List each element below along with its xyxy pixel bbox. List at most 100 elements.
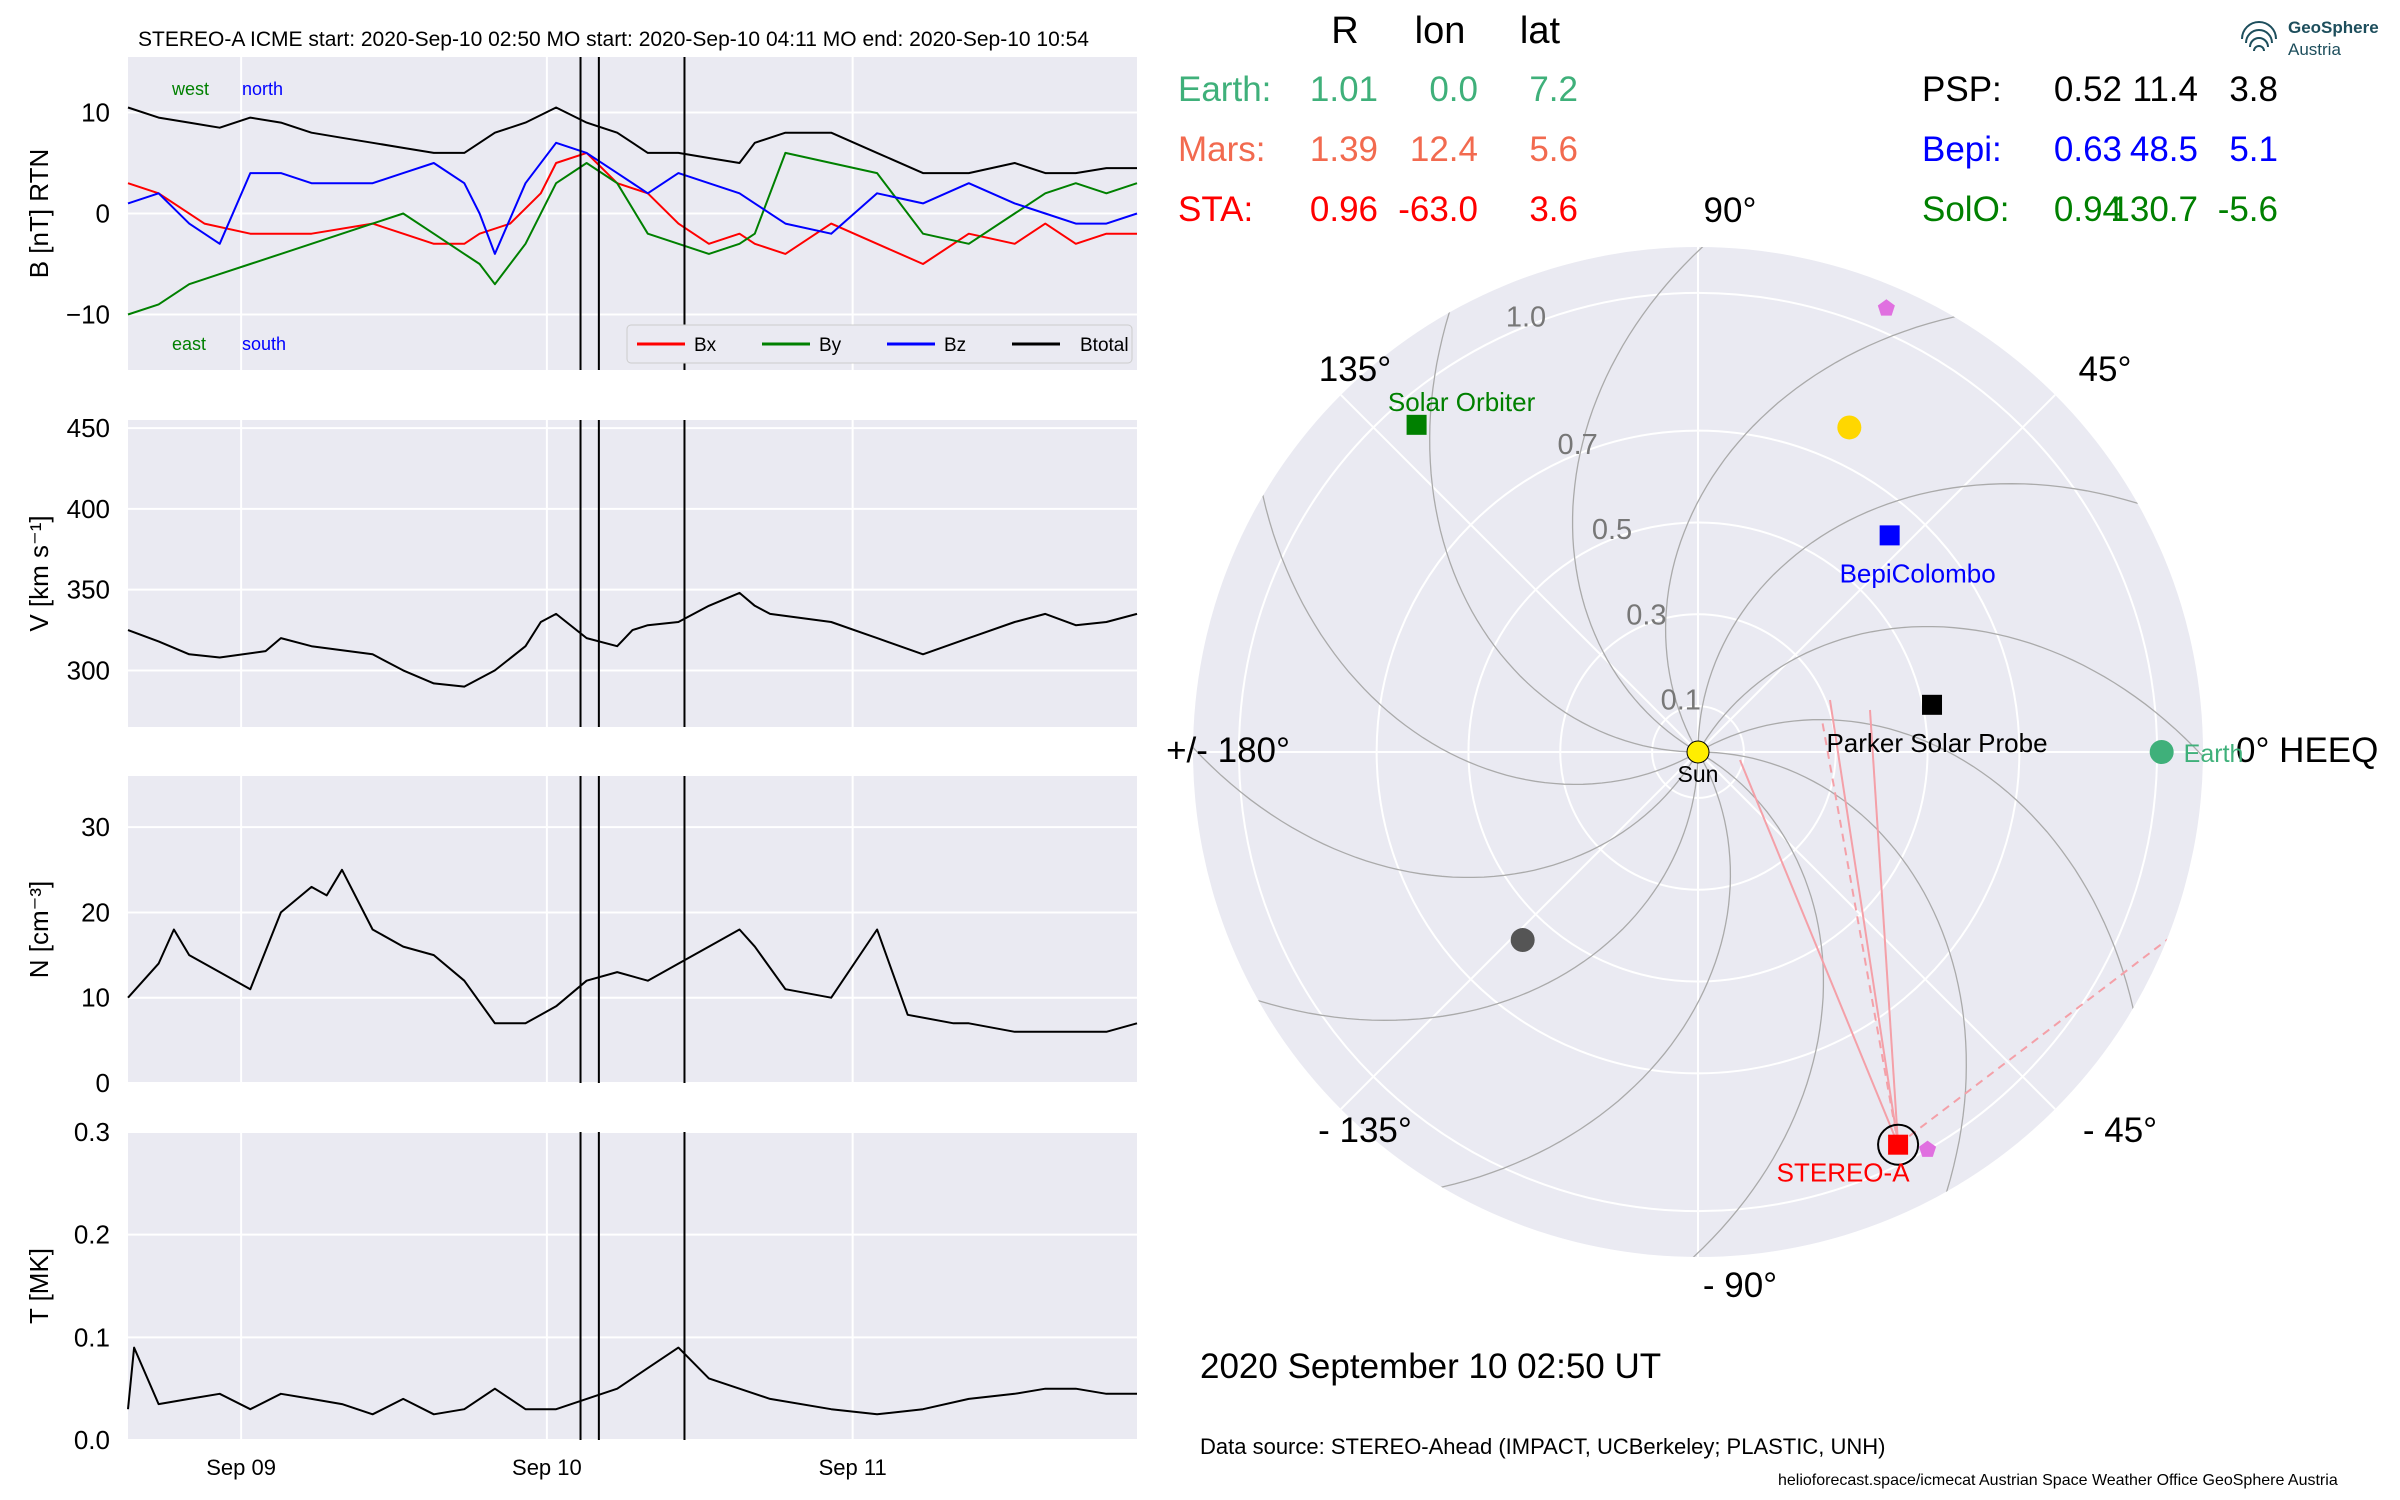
legend-entry: Btotal (1080, 335, 1129, 356)
parker-spiral-line (1193, 761, 1699, 1021)
legend-entry: Bx (694, 335, 717, 356)
angle-label: 135° (1319, 350, 1391, 389)
unlabeled-marker (1510, 928, 1535, 953)
panel-4: 0.0 0.1 0.2 0.3 T [MK] (24, 1117, 1137, 1455)
table-value-lon: 11.4 (2132, 70, 2198, 109)
parker-spirals (1193, 247, 2203, 1257)
y-tick-label: 0.2 (74, 1220, 110, 1250)
stereo-a-fov-line (1897, 929, 2181, 1146)
table-value-lat: 3.8 (2229, 70, 2278, 109)
sun-marker (1686, 740, 1710, 764)
y-tick-label: 30 (81, 812, 110, 842)
panel-background (128, 420, 1137, 727)
series-line (127, 591, 1138, 688)
radial-label: 0.1 (1661, 684, 1701, 716)
angular-grid-line (1340, 394, 1699, 753)
stereo-a-label: STEREO-A (1777, 1158, 1911, 1188)
y-tick-label: 0.1 (74, 1322, 110, 1352)
bepicolombo-marker (1879, 525, 1900, 546)
pentagon-marker (1919, 1140, 1937, 1157)
panel-background (128, 1132, 1137, 1440)
parker-spiral-line (1702, 625, 2203, 1081)
y-tick-label: 0 (96, 199, 110, 229)
logo-line1: GeoSphere (2288, 18, 2379, 37)
y-tick-label: 20 (81, 897, 110, 927)
parker-solar-probe-label: Parker Solar Probe (1826, 728, 2047, 758)
stereo-a-fov-line (1829, 699, 1900, 1145)
solar-orbiter-marker (1406, 414, 1427, 435)
table-value-lon: 48.5 (2129, 130, 2198, 169)
annotation-south: south (242, 334, 286, 354)
angle-label: 45° (2079, 350, 2132, 389)
y-tick-label: 0.0 (74, 1425, 110, 1455)
y-tick-label: 450 (67, 413, 110, 443)
series-by (127, 151, 1138, 316)
earth-marker (2149, 740, 2174, 764)
parker-spiral-line (1369, 756, 1825, 1257)
stereo-a-fov-line (1869, 709, 1900, 1145)
time-series-panels: 10 0 −10 B [nT] RTN west north east south Bx By Bz… (24, 57, 1138, 1480)
solar-orbiter-label: Solar Orbiter (1388, 387, 1536, 417)
angular-grid-line (1697, 751, 2056, 1110)
series-bz (127, 141, 1138, 255)
table-value-r: 0.63 (2053, 130, 2122, 169)
legend-entry: Bz (944, 335, 966, 356)
series-line (127, 868, 1138, 1033)
parker-spiral-line (1707, 751, 1967, 1257)
stereo-a-fov-line (1821, 719, 1900, 1145)
x-tick-label: Sep 09 (206, 1455, 276, 1480)
panel-1: 10 0 −10 B [nT] RTN west north east south Bx By Bz… (24, 57, 1138, 370)
table-header-lat: lat (1519, 10, 1561, 52)
angle-label: - 90° (1703, 1266, 1777, 1305)
credits: helioforecast.space/icmecat Austrian Spa… (1778, 1472, 2338, 1489)
y-tick-label: 400 (67, 494, 110, 524)
parker-spiral-line (1571, 247, 2027, 748)
data-source: Data source: STEREO-Ahead (IMPACT, UCBer… (1200, 1434, 1886, 1459)
table-name: Bepi: (1922, 130, 2002, 169)
stereo-a-ring (1877, 1123, 1920, 1166)
table-value-lat: 5.1 (2229, 130, 2278, 169)
parker-solar-probe-marker (1922, 694, 1943, 715)
x-tick-label: Sep 10 (512, 1455, 582, 1480)
stereo-a-marker (1888, 1134, 1909, 1155)
table-name: PSP: (1922, 70, 2002, 109)
sun-label: Sun (1678, 761, 1719, 787)
panel-2: 300 350 400 450 V [km s⁻¹] (24, 413, 1138, 727)
series-btotal (127, 106, 1137, 175)
geosphere-logo-icon (2241, 21, 2277, 52)
y-tick-label: 10 (81, 98, 110, 128)
series-line (127, 1346, 1137, 1416)
table-value-lon: 130.7 (2110, 190, 2198, 229)
observation-date: 2020 September 10 02:50 UT (1200, 1347, 1662, 1386)
y-tick-label: 350 (67, 575, 110, 605)
y-axis-label: B [nT] RTN (24, 149, 54, 279)
table-name: Mars: (1178, 130, 1266, 169)
radial-label: 0.3 (1626, 599, 1666, 631)
panel-background (128, 776, 1137, 1083)
stereo-a-fov-line (1739, 759, 1900, 1146)
logo-line2: Austria (2288, 40, 2341, 59)
table-value-r: 0.52 (2053, 70, 2122, 109)
angle-label: +/- 180° (1166, 731, 1290, 770)
angle-label: - 45° (2083, 1111, 2157, 1150)
table-value-r: 1.01 (1309, 70, 1378, 109)
parker-spiral-line (1193, 423, 1694, 879)
y-axis-label: V [km s⁻¹] (24, 515, 54, 631)
earth-label: Earth (2184, 740, 2244, 768)
y-tick-label: −10 (66, 299, 110, 329)
annotation-north: north (242, 79, 283, 99)
unlabeled-marker (1837, 415, 1862, 440)
angle-label: - 135° (1318, 1111, 1412, 1150)
table-value-r: 1.39 (1309, 130, 1378, 169)
bepicolombo-label: BepiColombo (1840, 558, 1996, 588)
series-bx (127, 151, 1137, 265)
parker-spiral-line (1429, 247, 1689, 753)
table-value-lat: 3.6 (1529, 190, 1578, 229)
parker-spiral-line (1697, 483, 2203, 743)
table-header-R: R (1331, 10, 1359, 52)
y-tick-label: 300 (67, 655, 110, 685)
geosphere-logo: GeoSphere Austria (2232, 12, 2392, 72)
angle-label: 90° (1704, 191, 1757, 230)
table-value-r: 0.96 (1309, 190, 1378, 229)
